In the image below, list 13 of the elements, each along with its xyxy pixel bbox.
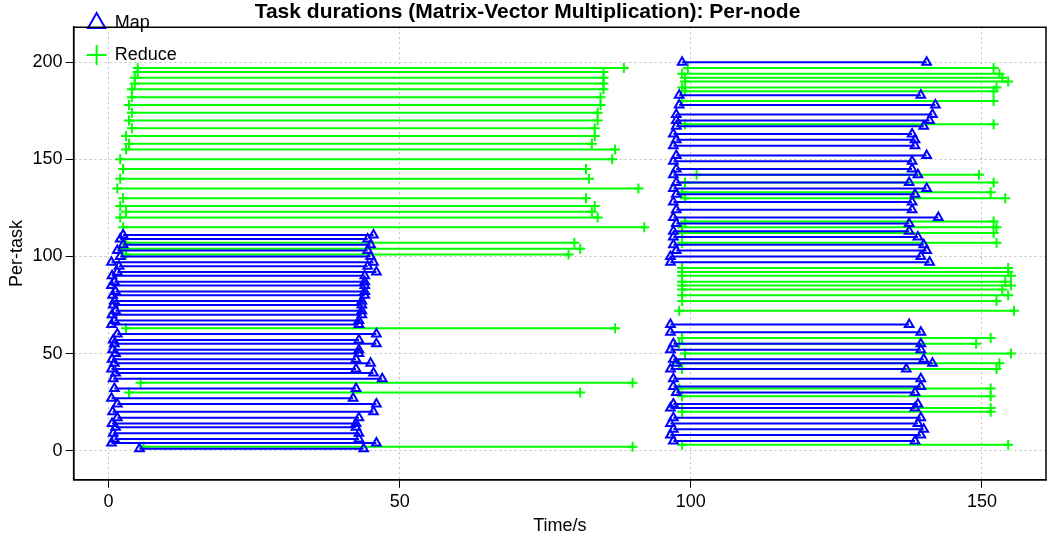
chart-title: Task durations (Matrix-Vector Multiplication): Per-node xyxy=(254,0,801,23)
y-tick-label: 150 xyxy=(32,148,63,169)
x-tick-label: 150 xyxy=(966,490,997,511)
x-tick-label: 50 xyxy=(389,490,410,511)
x-axis-title: Time/s xyxy=(533,515,587,536)
y-tick-label: 50 xyxy=(42,342,63,363)
y-tick-label: 0 xyxy=(52,439,63,460)
y-tick-label: 200 xyxy=(32,51,63,72)
y-tick-label: 100 xyxy=(32,245,63,266)
y-axis-title: Per-task xyxy=(5,219,26,288)
x-tick-label: 0 xyxy=(103,490,114,511)
x-tick-label: 100 xyxy=(675,490,706,511)
legend-label: Reduce xyxy=(114,43,177,64)
